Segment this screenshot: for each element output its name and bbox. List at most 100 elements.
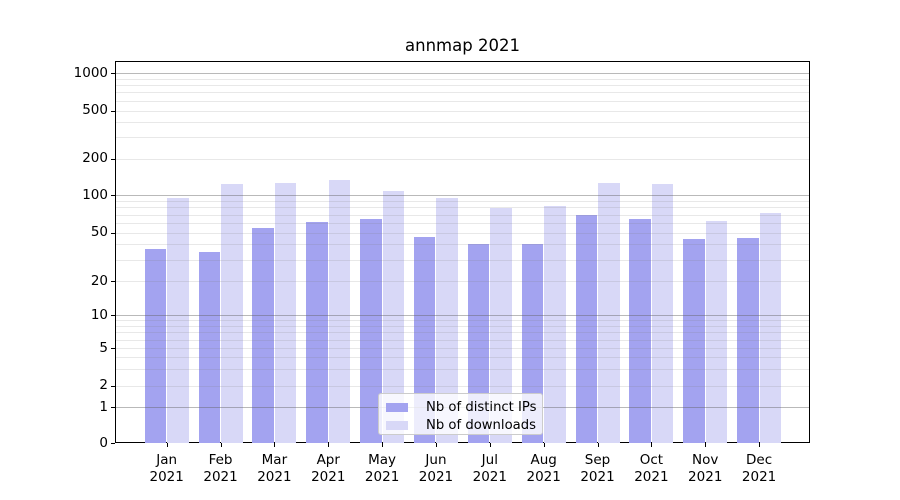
bar-distinct-ips-oct	[629, 218, 651, 443]
y-tick-label: 100	[82, 186, 108, 203]
x-tick-label-apr: Apr 2021	[311, 452, 346, 485]
y-tick-mark	[111, 315, 115, 316]
bar-downloads-jan	[167, 198, 189, 443]
gridline-minor	[116, 244, 809, 246]
gridline-minor	[116, 207, 809, 209]
y-tick-label: 200	[82, 150, 108, 167]
x-tick-label-jun: Jun 2021	[418, 452, 454, 485]
y-tick-mark	[111, 195, 115, 197]
y-tick-label: 500	[82, 102, 108, 118]
gridline-minor	[116, 325, 809, 327]
gridline-minor	[116, 214, 809, 216]
y-tick-mark	[111, 407, 115, 409]
bar-downloads-may	[382, 190, 405, 443]
gridline-minor	[116, 281, 809, 282]
x-tick-mark	[328, 443, 330, 447]
y-tick-label: 1	[99, 398, 108, 415]
y-tick-label: 1000	[73, 64, 108, 81]
gridline-minor	[116, 332, 809, 334]
bar-downloads-mar	[274, 182, 297, 443]
y-tick-mark	[111, 443, 115, 445]
x-tick-label-oct: Oct 2021	[634, 452, 669, 485]
bar-downloads-nov	[705, 221, 728, 443]
gridline-minor	[116, 339, 809, 341]
x-tick-mark	[220, 443, 222, 447]
bar-distinct-ips-dec	[737, 238, 759, 443]
legend-label-distinct-ips: Nb of distinct IPs	[426, 399, 537, 415]
x-tick-label-jul: Jul 2021	[472, 452, 507, 485]
bar-distinct-ips-mar	[252, 227, 274, 443]
x-tick-mark	[489, 443, 491, 447]
x-tick-mark	[597, 443, 599, 447]
bar-distinct-ips-jan	[144, 248, 167, 443]
bar-downloads-sep	[598, 183, 620, 443]
bar-distinct-ips-jun	[413, 237, 436, 443]
gridline-minor	[116, 232, 809, 234]
gridline-minor	[116, 200, 809, 202]
y-tick-label: 2	[99, 377, 108, 394]
y-tick-mark	[111, 73, 115, 75]
gridline-minor	[116, 122, 809, 124]
x-tick-mark	[759, 443, 761, 447]
y-tick-mark	[111, 348, 115, 350]
x-tick-mark	[166, 443, 168, 447]
bar-distinct-ips-apr	[306, 221, 328, 443]
x-tick-mark	[651, 443, 653, 447]
gridline-minor	[116, 85, 809, 87]
x-tick-mark	[705, 443, 707, 447]
legend-swatch-downloads	[386, 420, 408, 430]
x-tick-label-mar: Mar 2021	[257, 452, 292, 485]
bar-downloads-apr	[328, 179, 351, 443]
y-tick-mark	[111, 232, 115, 234]
gridline-major	[116, 195, 809, 197]
bar-downloads-dec	[759, 213, 782, 443]
y-tick-label: 5	[99, 339, 108, 356]
y-tick-label: 10	[90, 306, 108, 323]
gridline-minor	[116, 100, 809, 102]
y-tick-mark	[111, 158, 115, 160]
bar-distinct-ips-sep	[575, 214, 598, 443]
y-tick-label: 0	[99, 434, 108, 451]
x-tick-label-may: May 2021	[364, 452, 400, 485]
gridline-minor	[116, 78, 809, 80]
x-tick-label-aug: Aug 2021	[526, 452, 561, 485]
gridline-minor	[116, 385, 809, 387]
gridline-minor	[116, 158, 809, 160]
chart-title: annmap 2021	[405, 36, 520, 55]
bar-downloads-oct	[651, 183, 674, 443]
bar-downloads-jun	[436, 198, 458, 443]
legend-label-downloads: Nb of downloads	[426, 417, 536, 433]
x-tick-mark	[274, 443, 276, 447]
bar-downloads-jul	[490, 208, 512, 443]
legend: Nb of distinct IPs Nb of downloads	[378, 393, 543, 435]
x-tick-label-jan: Jan 2021	[149, 452, 184, 485]
bar-distinct-ips-nov	[683, 239, 705, 443]
x-tick-label-nov: Nov 2021	[688, 452, 723, 485]
y-tick-mark	[111, 385, 115, 387]
legend-item-distinct-ips: Nb of distinct IPs	[386, 399, 542, 415]
legend-swatch-distinct-ips	[386, 402, 408, 412]
y-tick-label: 20	[90, 272, 108, 289]
x-tick-mark	[382, 443, 384, 447]
x-tick-mark	[543, 443, 545, 447]
gridline-minor	[116, 259, 809, 261]
y-tick-mark	[111, 110, 115, 112]
x-tick-mark	[435, 443, 437, 447]
bar-distinct-ips-may	[360, 218, 382, 443]
gridline-minor	[116, 110, 809, 112]
bar-downloads-feb	[221, 183, 243, 443]
x-tick-label-sep: Sep 2021	[580, 452, 615, 485]
legend-item-downloads: Nb of downloads	[386, 417, 542, 433]
gridline-minor	[116, 320, 809, 322]
gridline-minor	[116, 222, 809, 224]
gridline-minor	[116, 137, 809, 139]
gridline-major	[116, 315, 809, 316]
gridline-minor	[116, 369, 809, 371]
x-tick-label-feb: Feb 2021	[203, 452, 238, 485]
y-tick-label: 50	[90, 224, 108, 241]
y-tick-mark	[111, 281, 115, 282]
gridline-minor	[116, 348, 809, 350]
gridline-minor	[116, 92, 809, 94]
bar-distinct-ips-feb	[198, 251, 221, 443]
